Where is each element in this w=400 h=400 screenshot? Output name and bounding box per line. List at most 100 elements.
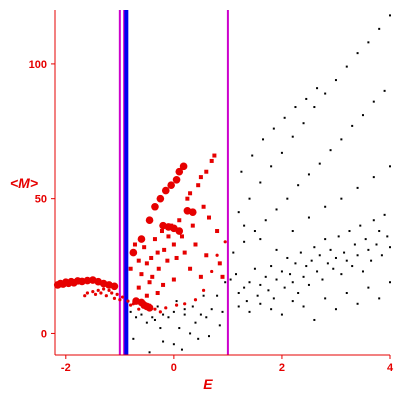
data-point [291,300,294,303]
data-point [179,162,188,171]
data-point [256,294,259,297]
data-point [204,253,209,258]
data-point [334,79,337,82]
data-point [259,302,262,305]
data-point [188,191,193,196]
data-point [372,100,375,103]
data-point [378,27,381,30]
data-point [161,282,166,287]
data-point [326,262,329,265]
data-point [367,41,370,44]
data-point [201,204,206,209]
data-point [126,299,130,303]
data-point [302,305,305,308]
data-point [201,288,206,292]
data-point [270,308,273,311]
data-point [151,202,159,211]
data-point [286,256,289,259]
data-point [191,305,194,308]
axes [54,10,390,356]
data-point [340,138,343,141]
data-point [229,278,232,281]
data-point [243,240,246,243]
data-point [153,307,157,311]
data-point [280,270,283,273]
data-point [172,176,181,184]
data-point [150,274,155,279]
data-point [356,186,359,189]
data-point [145,216,154,225]
data-point [313,318,316,321]
data-point [149,255,154,260]
data-point [165,258,170,263]
data-point [378,297,381,300]
data-point [223,240,227,244]
data-point [175,167,184,176]
data-point [175,227,184,235]
data-point [297,184,300,187]
data-point [93,292,98,296]
data-point [291,230,294,233]
data-point [193,242,198,247]
data-point [152,237,157,242]
data-point [118,298,122,302]
data-point [129,310,132,313]
data-point [340,197,343,200]
x-tick-label: 2 [279,362,285,374]
data-point [132,337,135,340]
data-point [159,327,162,330]
data-point [291,281,294,284]
data-point [193,298,198,302]
data-point [253,230,256,233]
data-point [345,65,348,68]
data-point [237,292,240,295]
data-point [162,247,167,252]
data-point [286,197,289,200]
data-point [270,165,273,168]
data-point [115,292,119,296]
data-point [294,262,297,265]
data-point [321,278,324,281]
data-point [275,278,278,281]
data-point [280,313,283,316]
data-point [264,275,267,278]
data-point [96,288,100,292]
data-point [151,316,154,319]
data-point [340,273,343,276]
data-point [334,256,337,259]
data-point [174,255,179,260]
data-point [337,235,340,238]
data-point [216,294,219,297]
data-point [248,281,251,284]
data-point [132,242,137,247]
data-point [137,235,146,243]
data-point [280,151,283,154]
data-point [205,316,208,319]
data-point [172,310,175,313]
data-point [212,153,217,158]
data-point [104,294,108,298]
data-point [167,316,170,319]
data-point [259,283,262,286]
data-point [167,181,175,189]
data-point [245,300,248,303]
data-point [332,267,335,270]
data-point [182,250,187,255]
data-point [147,280,152,285]
data-point [172,343,175,346]
data-point [161,186,170,195]
data-point [302,122,305,125]
y-tick-label: 100 [29,59,47,71]
data-point [361,270,364,273]
data-point [367,286,370,289]
data-point [351,124,354,127]
data-point [318,162,321,165]
data-point [107,288,111,292]
data-point [83,294,87,298]
data-point [153,318,156,321]
data-point [237,305,240,308]
data-point [110,291,114,295]
data-point [313,246,316,249]
data-point [351,265,354,268]
data-point [210,269,214,274]
